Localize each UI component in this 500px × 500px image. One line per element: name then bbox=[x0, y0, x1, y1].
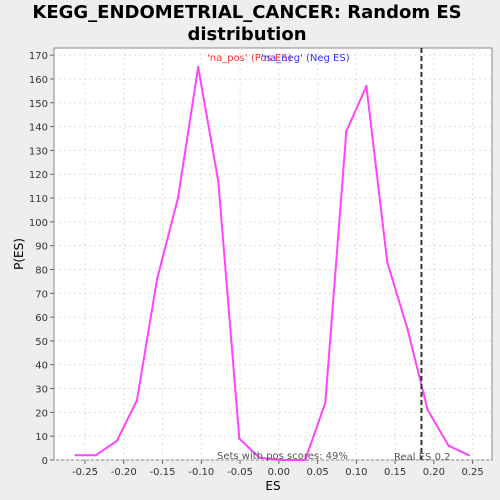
x-tick-label: 0.00 bbox=[268, 467, 290, 478]
data-point bbox=[74, 454, 77, 457]
y-tick-label: 170 bbox=[29, 51, 48, 62]
data-point bbox=[115, 439, 118, 443]
y-tick-label: 110 bbox=[29, 194, 48, 205]
y-tick-label: 10 bbox=[35, 432, 48, 443]
y-tick-label: 80 bbox=[35, 265, 48, 276]
x-axis-label: ES bbox=[265, 479, 280, 493]
y-tick-label: 90 bbox=[35, 242, 48, 253]
y-tick-label: 30 bbox=[35, 385, 48, 396]
data-point bbox=[258, 456, 261, 459]
data-point bbox=[426, 408, 429, 412]
x-tick-label: 0.20 bbox=[423, 467, 445, 478]
y-axis-label: P(ES) bbox=[12, 238, 26, 270]
data-point bbox=[324, 401, 327, 405]
data-point bbox=[155, 277, 159, 281]
data-point bbox=[238, 437, 241, 440]
data-point bbox=[406, 327, 409, 331]
x-tick-label: -0.10 bbox=[188, 467, 214, 478]
legend-entry-neg: 'na_neg' (Neg ES) bbox=[261, 53, 350, 64]
data-point bbox=[278, 458, 281, 462]
x-tick-label: -0.15 bbox=[150, 467, 176, 478]
data-point bbox=[303, 458, 307, 462]
data-point bbox=[447, 444, 450, 447]
x-tick-label: 0.05 bbox=[306, 467, 328, 478]
x-tick-label: -0.25 bbox=[72, 467, 98, 478]
data-point bbox=[467, 454, 470, 457]
y-tick-label: 160 bbox=[29, 75, 48, 86]
y-tick-label: 20 bbox=[35, 408, 48, 419]
x-tick-label: -0.20 bbox=[111, 467, 137, 478]
legend-entry-pos: 'na_pos' (Pos ES) bbox=[207, 53, 292, 64]
y-tick-label: 40 bbox=[35, 361, 48, 372]
y-tick-label: 120 bbox=[29, 170, 48, 181]
data-point bbox=[299, 458, 302, 462]
x-tick-label: 0.15 bbox=[384, 467, 406, 478]
x-tick-label: 0.25 bbox=[461, 467, 483, 478]
data-point bbox=[94, 454, 98, 457]
real-es-label: Real ES 0.2 bbox=[394, 452, 450, 463]
data-point bbox=[386, 261, 389, 264]
data-point bbox=[196, 65, 200, 69]
y-tick-label: 100 bbox=[29, 218, 48, 229]
y-tick-label: 150 bbox=[29, 99, 48, 110]
data-point bbox=[217, 180, 220, 183]
y-tick-label: 70 bbox=[35, 289, 48, 300]
y-tick-label: 0 bbox=[42, 456, 48, 467]
plot-area bbox=[53, 47, 493, 461]
y-tick-label: 50 bbox=[35, 337, 48, 348]
y-tick-label: 60 bbox=[35, 313, 48, 324]
axis-ticks: 0 10 20 30 40 50 60 70 80 90 100 110 120 130 140 150 160… bbox=[29, 51, 484, 478]
data-point bbox=[135, 399, 139, 402]
x-tick-label: -0.05 bbox=[227, 467, 253, 478]
series-layer bbox=[74, 65, 470, 462]
chart-title-line-1: KEGG_ENDOMETRIAL_CANCER: Random ES bbox=[32, 2, 461, 23]
chart-title-line-2: distribution bbox=[187, 24, 306, 45]
y-tick-label: 140 bbox=[29, 123, 48, 134]
data-point bbox=[365, 84, 368, 88]
pos-scores-annotation: Sets with pos scores: 49% bbox=[217, 451, 348, 462]
x-tick-label: 0.10 bbox=[345, 467, 367, 478]
data-point bbox=[345, 130, 348, 133]
data-point bbox=[176, 196, 180, 200]
y-tick-label: 130 bbox=[29, 146, 48, 157]
grid bbox=[54, 48, 492, 461]
